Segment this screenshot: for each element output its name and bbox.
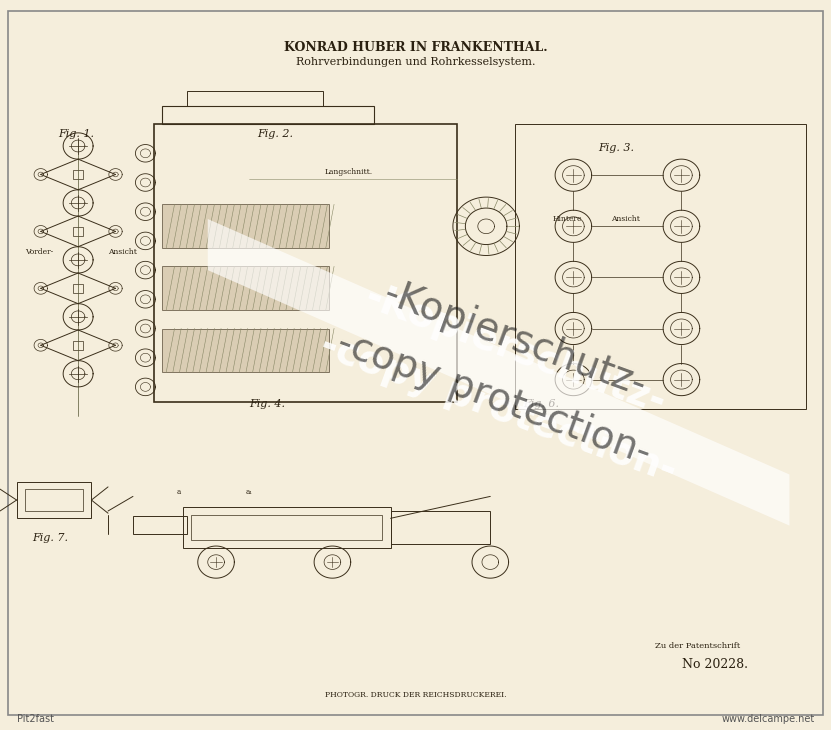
- Text: Rohrverbindungen und Rohrkesselsystem.: Rohrverbindungen und Rohrkesselsystem.: [296, 57, 535, 67]
- Bar: [73, 227, 83, 236]
- Bar: [133, 516, 187, 534]
- Bar: [191, 515, 382, 540]
- Text: -copy protection-: -copy protection-: [332, 323, 656, 472]
- Text: Langschnitt.: Langschnitt.: [325, 168, 373, 175]
- Text: No 20228.: No 20228.: [681, 658, 748, 671]
- Text: Hintere: Hintere: [553, 215, 582, 223]
- Text: Fig. 6.: Fig. 6.: [524, 399, 559, 409]
- Text: Vorder-: Vorder-: [25, 248, 53, 255]
- Text: PHOTOGR. DRUCK DER REICHSDRUCKEREI.: PHOTOGR. DRUCK DER REICHSDRUCKEREI.: [325, 691, 506, 699]
- Text: -copy protection-: -copy protection-: [316, 326, 681, 491]
- Text: a₁: a₁: [246, 488, 253, 496]
- Text: Fig. 7.: Fig. 7.: [32, 533, 68, 543]
- Text: www.delcampe.net: www.delcampe.net: [721, 714, 814, 724]
- Bar: [183, 507, 391, 548]
- Text: Pit2fast: Pit2fast: [17, 714, 54, 724]
- Text: a: a: [176, 488, 181, 496]
- Bar: [154, 124, 457, 402]
- Text: -Kopierschutz-: -Kopierschutz-: [379, 274, 652, 404]
- Text: Zu der Patentschrift: Zu der Patentschrift: [656, 642, 740, 650]
- Bar: [73, 284, 83, 293]
- Text: Fig. 2.: Fig. 2.: [258, 128, 293, 139]
- Bar: [515, 124, 806, 409]
- Text: Fig. 1.: Fig. 1.: [58, 128, 94, 139]
- Bar: [17, 482, 91, 518]
- Text: -Kopierschutz-: -Kopierschutz-: [360, 278, 671, 423]
- Text: Ansicht: Ansicht: [611, 215, 640, 223]
- Bar: [391, 511, 490, 544]
- Text: Fig. 4.: Fig. 4.: [249, 399, 285, 409]
- Bar: [162, 204, 329, 248]
- Polygon shape: [208, 219, 789, 526]
- Bar: [73, 341, 83, 350]
- Bar: [73, 170, 83, 179]
- Text: KONRAD HUBER IN FRANKENTHAL.: KONRAD HUBER IN FRANKENTHAL.: [283, 41, 548, 54]
- Bar: [162, 106, 374, 124]
- Bar: [162, 328, 329, 372]
- Bar: [162, 266, 329, 310]
- Bar: [25, 489, 83, 511]
- Bar: [187, 91, 323, 106]
- Text: Ansicht: Ansicht: [108, 248, 137, 255]
- Text: Fig. 3.: Fig. 3.: [598, 143, 634, 153]
